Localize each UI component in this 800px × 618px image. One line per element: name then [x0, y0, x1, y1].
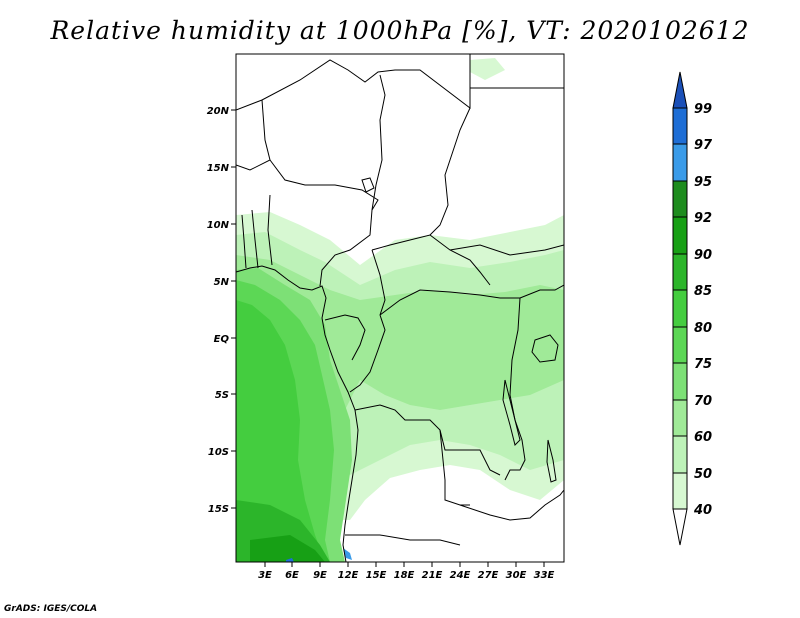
colorbar-label-75: 75 [694, 357, 712, 372]
lon-label-24e: 24E [450, 570, 471, 581]
colorbar-label-90: 90 [694, 248, 712, 263]
border-chad-sudan [429, 107, 471, 236]
lat-label-5n: 5N [214, 277, 230, 288]
border-libya-chad [371, 74, 386, 211]
colorbar-top-arrow [672, 71, 688, 109]
border-mali-niger [236, 99, 271, 171]
boundaries [236, 54, 564, 562]
colorbar-bin-75-80 [672, 326, 688, 364]
colorbar-label-97: 97 [694, 138, 713, 153]
border-south-sudan-uganda [519, 284, 564, 299]
border-chad-car [371, 234, 491, 286]
lon-label-30e: 30E [506, 570, 527, 581]
border-nigeria-benin [267, 194, 273, 266]
colorbar-bin-50-60 [672, 435, 688, 474]
border-algeria-niger [236, 54, 471, 111]
colorbar-label-40: 40 [693, 503, 712, 518]
colorbar-bin-97-99 [672, 107, 688, 145]
grads-credit: GrADS: IGES/COLA [4, 604, 98, 614]
rh-95-97-area [343, 548, 352, 560]
lon-label-9e: 9E [313, 570, 327, 581]
coastline [236, 265, 359, 562]
colorbar: 99 97 95 92 90 85 80 75 70 60 50 40 [672, 71, 713, 546]
rh-97-99-area [286, 558, 294, 562]
colorbar-bin-85-90 [672, 253, 688, 291]
lat-label-5s: 5S [215, 390, 229, 401]
colorbar-bottom-arrow [672, 508, 688, 546]
border-sudan-south-sudan [449, 244, 564, 256]
colorbar-bin-92-95 [672, 180, 688, 218]
colorbar-label-95: 95 [694, 175, 712, 190]
lake-chad [361, 177, 375, 193]
colorbar-label-80: 80 [694, 321, 712, 336]
lon-label-6e: 6E [285, 570, 299, 581]
colorbar-label-99: 99 [694, 102, 712, 117]
colorbar-bin-40-50 [672, 472, 688, 510]
colorbar-bin-90-92 [672, 216, 688, 255]
colorbar-bin-60-70 [672, 399, 688, 437]
lat-label-eq: EQ [214, 334, 230, 345]
lat-label-15s: 15S [208, 504, 229, 515]
lake-victoria [531, 334, 559, 363]
border-angola-zambia [439, 429, 470, 506]
lat-label-20n: 20N [207, 106, 230, 117]
rh-40-50-patch [470, 58, 505, 80]
colorbar-label-70: 70 [694, 394, 712, 409]
lat-ticks: 20N 15N 10N 5N EQ 5S 10S 15S [207, 106, 236, 515]
lat-label-15n: 15N [207, 163, 230, 174]
border-angola-namibia [345, 534, 461, 546]
border-benin-togo [251, 209, 259, 269]
rh-92-95-area [250, 535, 325, 562]
colorbar-label-92: 92 [694, 211, 712, 226]
lon-label-15e: 15E [366, 570, 387, 581]
border-drc-east [504, 297, 526, 481]
colorbar-bin-70-75 [672, 362, 688, 401]
colorbar-label-50: 50 [694, 467, 712, 482]
border-car-drc [379, 289, 520, 316]
colorbar-label-85: 85 [694, 284, 712, 299]
lat-label-10n: 10N [207, 220, 230, 231]
border-zambia-south [459, 489, 564, 521]
border-gabon-congo [324, 314, 366, 361]
lon-ticks: 3E 6E 9E 12E 15E 18E 21E 24E 27E 30E 33E [258, 562, 555, 581]
colorbar-label-60: 60 [694, 430, 712, 445]
border-nigeria-cameroon [319, 209, 373, 287]
lon-label-18e: 18E [394, 570, 415, 581]
border-drc-angola [354, 404, 501, 476]
border-congo-drc [349, 314, 386, 393]
lat-label-10s: 10S [208, 447, 229, 458]
colorbar-bin-80-85 [672, 289, 688, 328]
border-cameroon-car [371, 249, 386, 316]
border-niger-nigeria [269, 159, 379, 211]
lon-label-12e: 12E [338, 570, 359, 581]
lake-malawi [546, 439, 557, 483]
lon-label-3e: 3E [258, 570, 272, 581]
map-frame [235, 53, 565, 563]
lon-label-33e: 33E [534, 570, 555, 581]
lon-label-27e: 27E [478, 570, 499, 581]
lake-tanganyika [502, 379, 521, 446]
colorbar-bin-95-97 [672, 143, 688, 182]
border-ghana [241, 214, 247, 269]
map-title: Relative humidity at 1000hPa [%], VT: 20… [50, 16, 750, 45]
humidity-field [236, 58, 564, 562]
lon-label-21e: 21E [422, 570, 443, 581]
rh-85-90-area [236, 300, 325, 562]
